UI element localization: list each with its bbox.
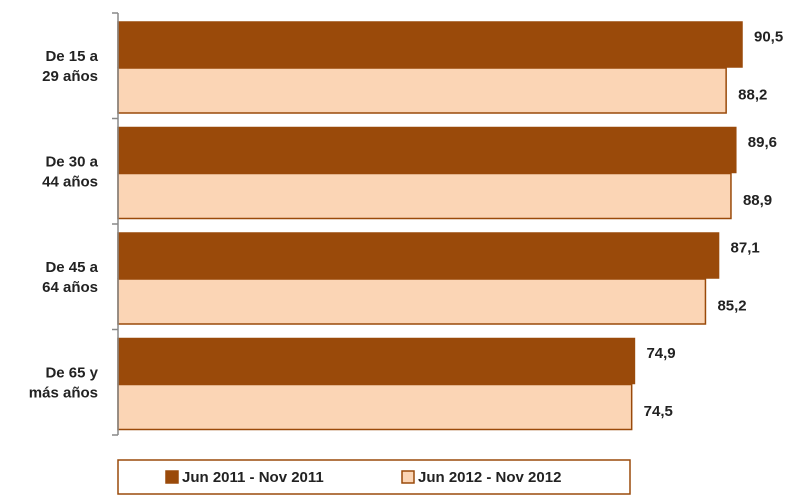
- data-label: 89,6: [748, 134, 777, 151]
- category-label: De 65 y más años: [29, 364, 99, 401]
- category-label: De 30 a 44 años: [42, 153, 99, 190]
- legend-swatch: [165, 470, 179, 484]
- bar-series-1: [117, 21, 743, 68]
- bars-layer: [117, 21, 743, 431]
- data-label: 85,2: [717, 298, 746, 315]
- data-label: 74,9: [646, 345, 675, 362]
- data-label: 87,1: [731, 240, 760, 257]
- bar-series-2: [117, 172, 732, 220]
- legend: Jun 2011 - Nov 2011 Jun 2012 - Nov 2012: [117, 459, 631, 495]
- legend-swatch: [401, 470, 415, 484]
- bar-series-1: [117, 126, 737, 174]
- legend-label: Jun 2012 - Nov 2012: [418, 469, 561, 486]
- data-labels: 90,5 88,2 89,6 88,9 87,1 85,2 74,9 74,5: [644, 29, 784, 421]
- data-label: 90,5: [754, 29, 783, 46]
- category-label: De 15 a 29 años: [42, 48, 99, 85]
- bar-series-2: [117, 278, 707, 325]
- data-label: 88,9: [743, 192, 772, 209]
- data-label: 88,2: [738, 87, 767, 104]
- legend-frame: [117, 459, 631, 495]
- bar-series-1: [117, 337, 636, 385]
- data-label: 74,5: [644, 403, 673, 420]
- category-label: De 45 a 64 años: [42, 259, 99, 296]
- bar-series-2: [117, 383, 633, 431]
- legend-label: Jun 2011 - Nov 2011: [182, 469, 324, 486]
- bar-series-2: [117, 67, 727, 114]
- bar-series-1: [117, 232, 720, 279]
- y-axis: De 15 a 29 años De 30 a 44 años De 45 a 64 añ…: [29, 12, 119, 436]
